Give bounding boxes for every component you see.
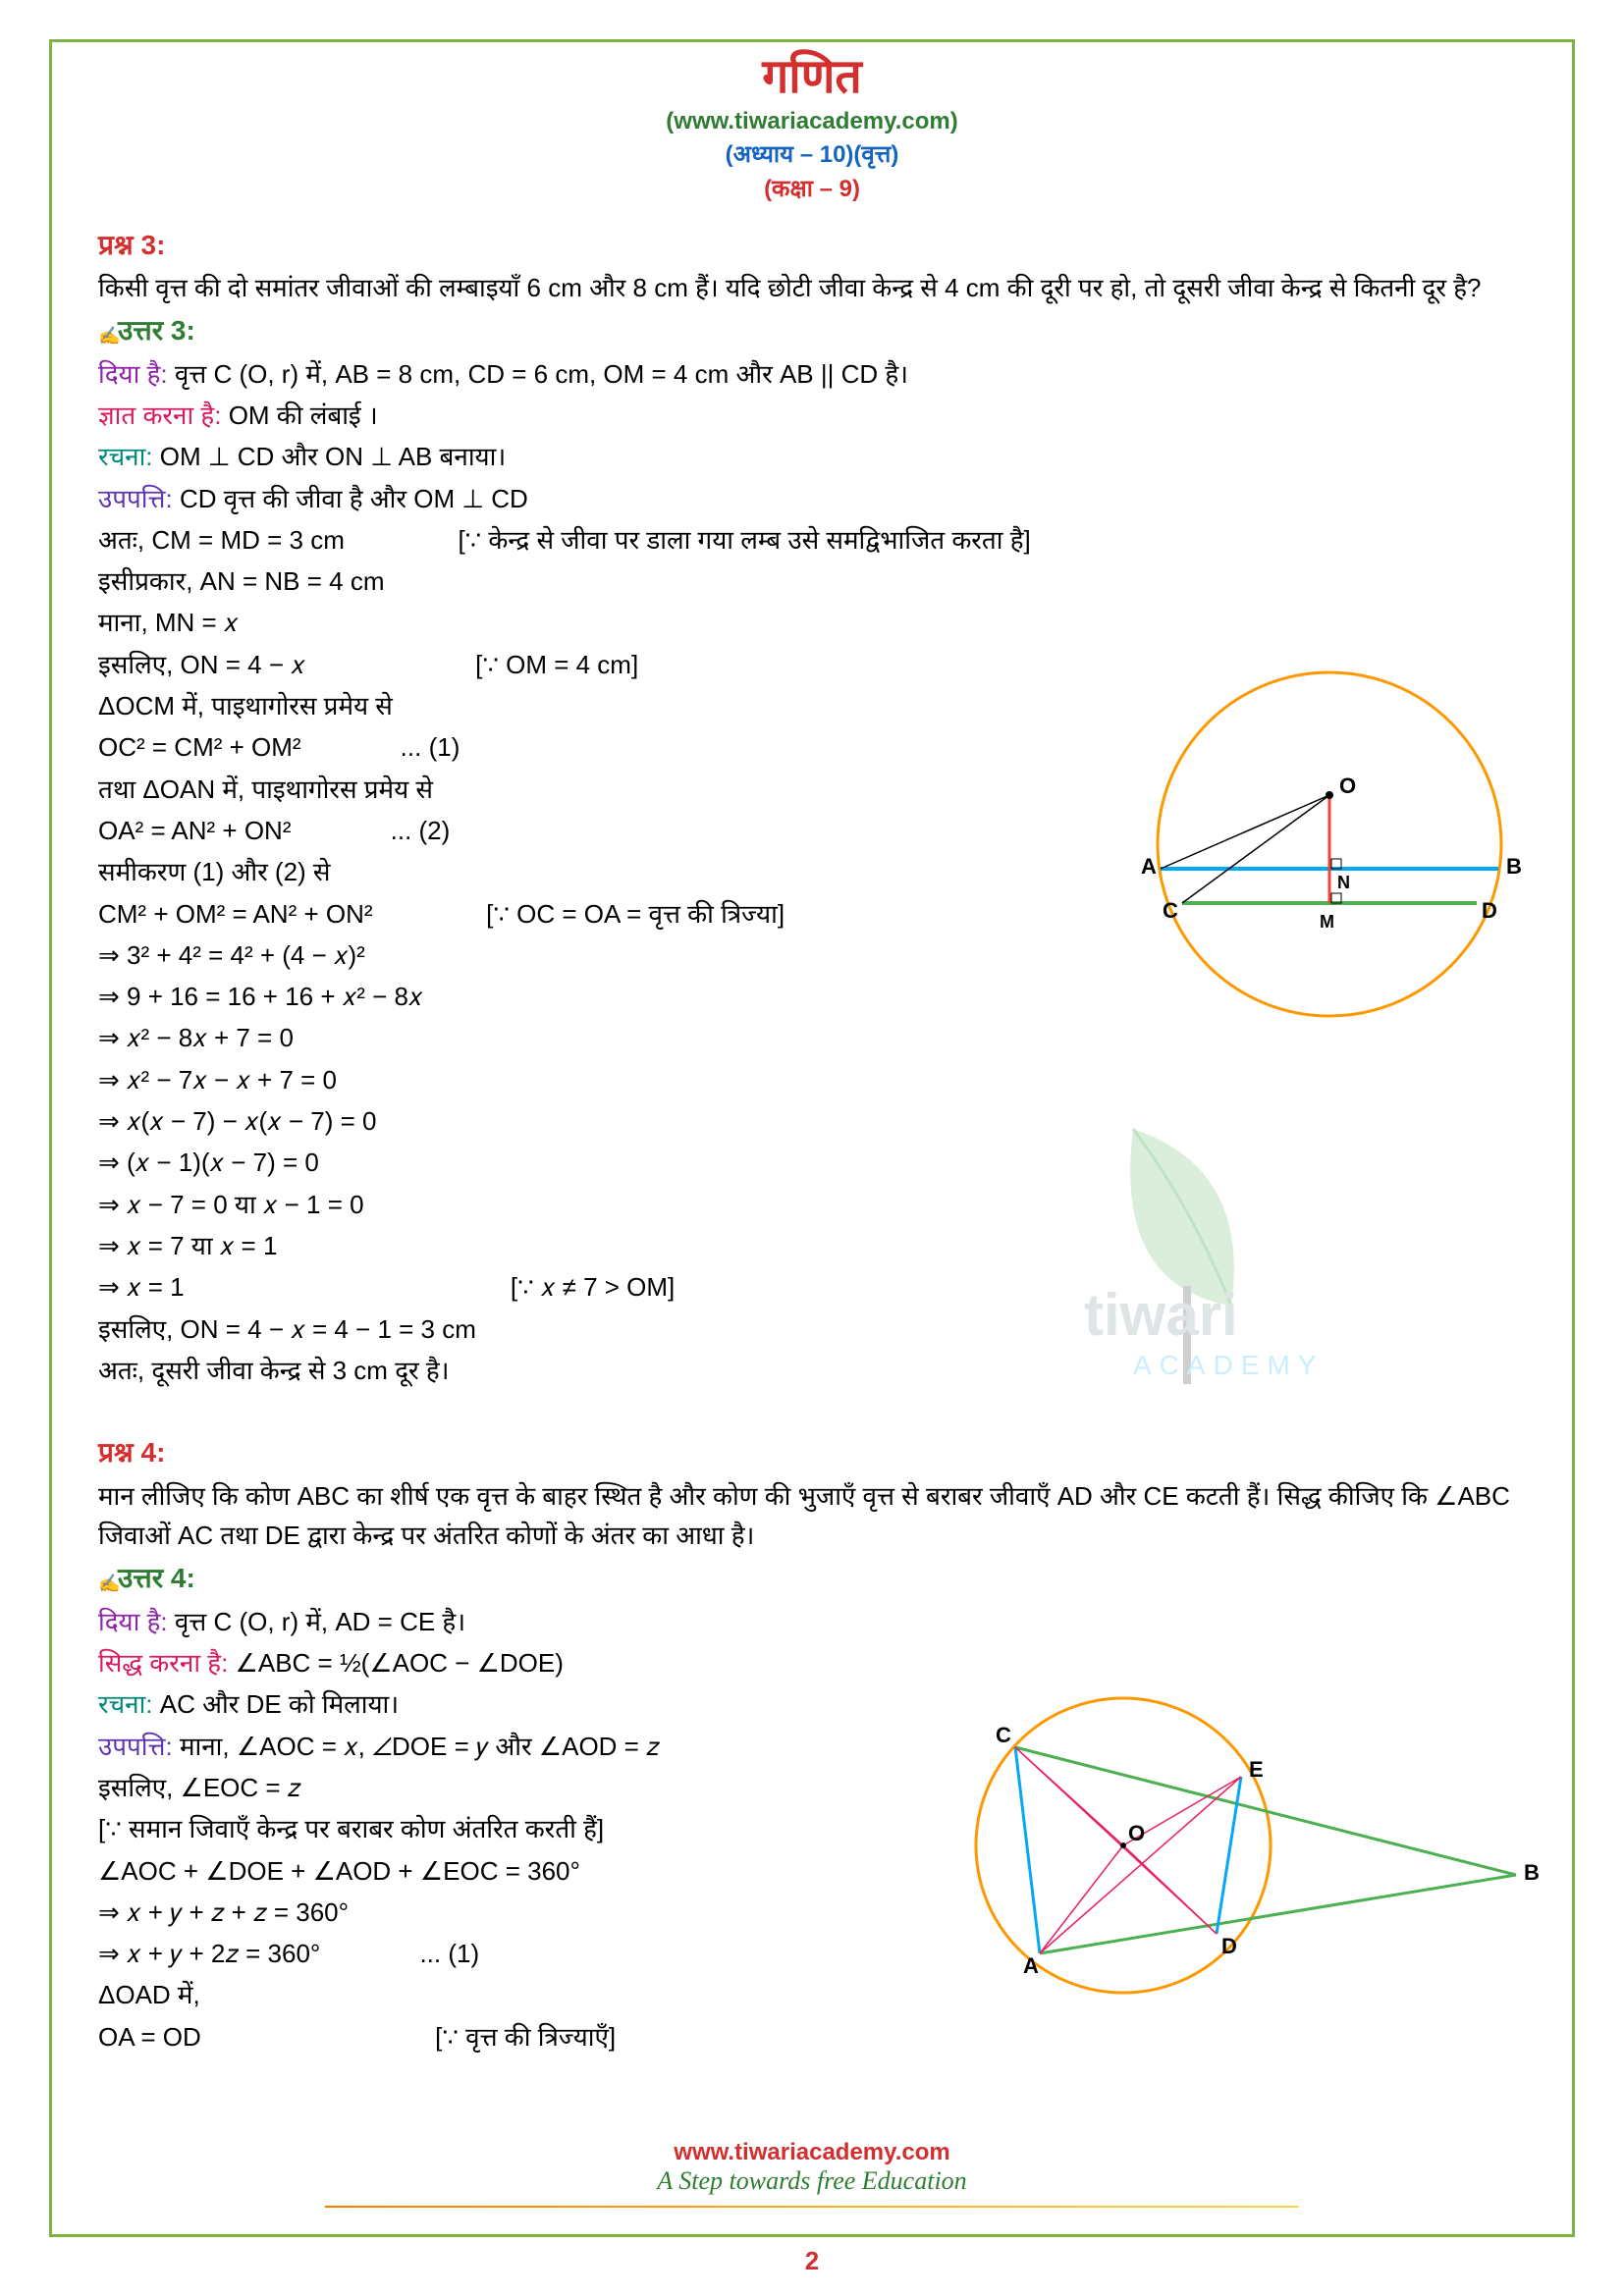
given-text: वृत्त C (O, r) में, AB = 8 cm, CD = 6 cm… xyxy=(168,359,908,389)
q3-l3: माना, MN = 𝑥 xyxy=(98,603,1526,642)
q4-given: दिया है: वृत्त C (O, r) में, AD = CE है। xyxy=(98,1602,1526,1641)
q4-label: प्रश्न 4: xyxy=(98,1431,1526,1473)
q3-l15: ⇒ 𝑥(𝑥 − 7) − 𝑥(𝑥 − 7) = 0 xyxy=(98,1101,1526,1141)
chapter-label: (अध्याय – 10)(वृत्त) xyxy=(69,137,1555,170)
proof-label: उपपत्ति: xyxy=(98,1732,173,1761)
q3-l10: CM² + OM² = AN² + ON² [∵ OC = OA = वृत्त… xyxy=(98,894,1526,934)
answer-icon: ✍ xyxy=(98,323,118,343)
step-text: अतः, CM = MD = 3 cm xyxy=(98,525,345,555)
q3-l21: अतः, दूसरी जीवा केन्द्र से 3 cm दूर है। xyxy=(98,1351,1526,1390)
step-text: इसलिए, ON = 4 − 𝑥 xyxy=(98,650,305,679)
q3-l7: तथा ΔOAN में, पाइथागोरस प्रमेय से xyxy=(98,770,1526,809)
q3-l1: अतः, CM = MD = 3 cm [∵ केन्द्र से जीवा प… xyxy=(98,520,1526,560)
q3-find: ज्ञात करना है: OM की लंबाई । xyxy=(98,396,1526,435)
a4-label: ✍उत्तर 4: xyxy=(98,1557,1526,1599)
step-text: ⇒ 𝑥 = 1 xyxy=(98,1272,185,1302)
construction-label: रचना: xyxy=(98,1689,153,1719)
reason-text: [∵ 𝑥 ≠ 7 > OM] xyxy=(511,1267,675,1307)
given-text: वृत्त C (O, r) में, AD = CE है। xyxy=(168,1607,466,1636)
proof-text: माना, ∠AOC = 𝑥, ∠DOE = 𝑦 और ∠AOD = 𝑧 xyxy=(173,1732,660,1761)
footer-rule xyxy=(325,2206,1299,2208)
q3-l11: ⇒ 3² + 4² = 4² + (4 − 𝑥)² xyxy=(98,935,1526,975)
footer-link: www.tiwariacademy.com xyxy=(0,2139,1624,2166)
reason-text: [∵ वृत्त की त्रिज्याएँ] xyxy=(435,2017,616,2056)
header: गणित (www.tiwariacademy.com) (अध्याय – 1… xyxy=(69,49,1555,204)
q4-l1: इसलिए, ∠EOC = 𝑧 xyxy=(98,1768,1526,1807)
reason-text: [∵ OC = OA = वृत्त की त्रिज्या] xyxy=(486,894,785,934)
q4-l2: [∵ समान जिवाएँ केन्द्र पर बराबर कोण अंतर… xyxy=(98,1809,1526,1848)
q4-text: मान लीजिए कि कोण ABC का शीर्ष एक वृत्त क… xyxy=(98,1476,1526,1556)
reason-text: [∵ केन्द्र से जीवा पर डाला गया लम्ब उसे … xyxy=(458,520,1030,560)
page: गणित (www.tiwariacademy.com) (अध्याय – 1… xyxy=(0,0,1624,2296)
q3-l6: OC² = CM² + OM² ... (1) xyxy=(98,727,1526,767)
proof-label: उपपत्ति: xyxy=(98,484,173,513)
footer-tagline: A Step towards free Education xyxy=(0,2166,1624,2196)
reason-text: [∵ OM = 4 cm] xyxy=(475,645,638,684)
given-label: दिया है: xyxy=(98,1607,168,1636)
q3-l2: इसीप्रकार, AN = NB = 4 cm xyxy=(98,561,1526,601)
proof-text: CD वृत्त की जीवा है और OM ⊥ CD xyxy=(173,484,528,513)
q4-l4: ⇒ 𝑥 + 𝑦 + 𝑧 + 𝑧 = 360° xyxy=(98,1893,1526,1932)
find-text: ∠ABC = ½(∠AOC − ∠DOE) xyxy=(228,1648,564,1678)
footer: www.tiwariacademy.com A Step towards fre… xyxy=(0,2139,1624,2217)
q3-l5: ΔOCM में, पाइथागोरस प्रमेय से xyxy=(98,686,1526,725)
q4-proof: उपपत्ति: माना, ∠AOC = 𝑥, ∠DOE = 𝑦 और ∠AO… xyxy=(98,1727,1526,1766)
q3-l19: ⇒ 𝑥 = 1 [∵ 𝑥 ≠ 7 > OM] xyxy=(98,1267,1526,1307)
construction-text: OM ⊥ CD और ON ⊥ AB बनाया। xyxy=(153,442,507,471)
a3-label-text: उत्तर 3: xyxy=(118,315,195,346)
step-text: OA = OD xyxy=(98,2022,201,2052)
q3-l4: इसलिए, ON = 4 − 𝑥 [∵ OM = 4 cm] xyxy=(98,645,1526,684)
q3-given: दिया है: वृत्त C (O, r) में, AB = 8 cm, … xyxy=(98,354,1526,394)
q4-find: सिद्ध करना है: ∠ABC = ½(∠AOC − ∠DOE) xyxy=(98,1643,1526,1682)
q3-l8: OA² = AN² + ON² ... (2) xyxy=(98,811,1526,850)
find-label: ज्ञात करना है: xyxy=(98,400,221,430)
q3-l18: ⇒ 𝑥 = 7 या 𝑥 = 1 xyxy=(98,1226,1526,1265)
q4-l6: ΔOAD में, xyxy=(98,1975,1526,2014)
page-number: 2 xyxy=(0,2246,1624,2276)
a4-label-text: उत्तर 4: xyxy=(118,1563,195,1593)
website-link: (www.tiwariacademy.com) xyxy=(69,108,1555,135)
q4-l7: OA = OD [∵ वृत्त की त्रिज्याएँ] xyxy=(98,2017,1526,2056)
answer-icon: ✍ xyxy=(98,1571,118,1590)
construction-label: रचना: xyxy=(98,442,153,471)
step-text: CM² + OM² = AN² + ON² xyxy=(98,899,373,929)
q3-l20: इसलिए, ON = 4 − 𝑥 = 4 − 1 = 3 cm xyxy=(98,1309,1526,1349)
q3-text: किसी वृत्त की दो समांतर जीवाओं की लम्बाइ… xyxy=(98,268,1526,307)
q3-l17: ⇒ 𝑥 − 7 = 0 या 𝑥 − 1 = 0 xyxy=(98,1185,1526,1224)
find-text: OM की लंबाई । xyxy=(221,400,377,430)
find-label: सिद्ध करना है: xyxy=(98,1648,228,1678)
q4-l5: ⇒ 𝑥 + 𝑦 + 2𝑧 = 360° ... (1) xyxy=(98,1934,1526,1973)
q3-l16: ⇒ (𝑥 − 1)(𝑥 − 7) = 0 xyxy=(98,1143,1526,1182)
q3-l14: ⇒ 𝑥² − 7𝑥 − 𝑥 + 7 = 0 xyxy=(98,1060,1526,1099)
q3-construction: रचना: OM ⊥ CD और ON ⊥ AB बनाया। xyxy=(98,437,1526,476)
q4-construction: रचना: AC और DE को मिलाया। xyxy=(98,1684,1526,1724)
q3-label: प्रश्न 3: xyxy=(98,224,1526,266)
class-label: (कक्षा – 9) xyxy=(69,172,1555,204)
q3-proof: उपपत्ति: CD वृत्त की जीवा है और OM ⊥ CD xyxy=(98,479,1526,518)
q3-l12: ⇒ 9 + 16 = 16 + 16 + 𝑥² − 8𝑥 xyxy=(98,977,1526,1016)
given-label: दिया है: xyxy=(98,359,168,389)
a3-label: ✍उत्तर 3: xyxy=(98,309,1526,351)
content-body: प्रश्न 3: किसी वृत्त की दो समांतर जीवाओं… xyxy=(69,224,1555,2056)
q3-l9: समीकरण (1) और (2) से xyxy=(98,852,1526,891)
construction-text: AC और DE को मिलाया। xyxy=(153,1689,400,1719)
q3-l13: ⇒ 𝑥² − 8𝑥 + 7 = 0 xyxy=(98,1018,1526,1057)
subject-title: गणित xyxy=(69,49,1555,106)
q4-l3: ∠AOC + ∠DOE + ∠AOD + ∠EOC = 360° xyxy=(98,1851,1526,1891)
